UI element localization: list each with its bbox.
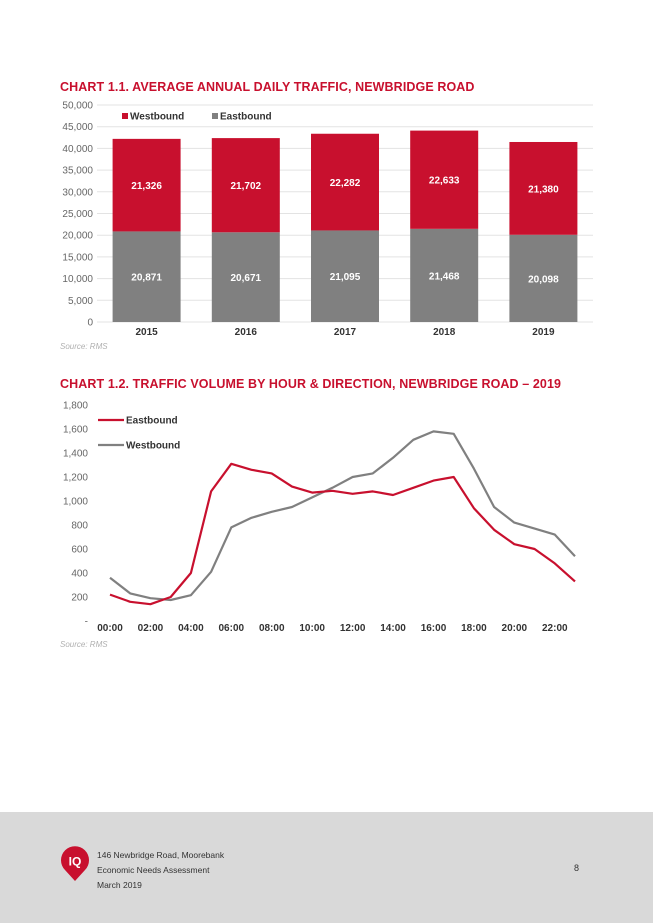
y-tick-label: 30,000: [62, 187, 93, 198]
data-label-westbound-2018: 22,633: [429, 176, 460, 187]
legend-label-eastbound: Eastbound: [220, 112, 272, 123]
x-tick-label: 08:00: [259, 623, 285, 634]
series-line-eastbound: [109, 462, 576, 606]
y-tick-label: 15,000: [62, 252, 93, 263]
chart1-title: CHART 1.1. AVERAGE ANNUAL DAILY TRAFFIC,…: [60, 80, 475, 94]
footer-date: March 2019: [97, 880, 142, 890]
x-tick-label: 12:00: [340, 623, 366, 634]
line-chart: - 200 400 600 800 1,000 1,200 1,400 1,600 1,800 00…: [63, 401, 576, 634]
x-tick-label: 2017: [334, 327, 357, 338]
y-tick-label: -: [85, 617, 88, 628]
bar-eastbound-2019: [509, 234, 578, 322]
x-tick-label: 02:00: [138, 623, 164, 634]
footer-info: 146 Newbridge Road, Moorebank Economic N…: [97, 848, 224, 893]
x-tick-label: 18:00: [461, 623, 487, 634]
bar-eastbound-2015: [112, 231, 181, 322]
chart2-title: CHART 1.2. TRAFFIC VOLUME BY HOUR & DIRE…: [60, 377, 562, 391]
data-label-eastbound-2019: 20,098: [528, 274, 559, 285]
data-label-eastbound-2016: 20,671: [231, 273, 262, 284]
x-tick-label: 16:00: [421, 623, 447, 634]
data-label-eastbound-2015: 20,871: [131, 273, 162, 284]
data-label-westbound-2016: 21,702: [231, 181, 262, 192]
page-number: 8: [574, 863, 580, 873]
y-tick-label: 0: [87, 318, 93, 329]
y-tick-label: 45,000: [62, 122, 93, 133]
x-tick-label: 00:00: [97, 623, 123, 634]
y-tick-label: 200: [71, 593, 88, 604]
y-tick-label: 20,000: [62, 231, 93, 242]
data-label-westbound-2019: 21,380: [528, 184, 559, 195]
x-tick-label: 14:00: [380, 623, 406, 634]
y-tick-label: 1,200: [63, 473, 88, 484]
bar-eastbound-2016: [211, 232, 280, 322]
data-label-westbound-2015: 21,326: [131, 181, 162, 192]
y-tick-label: 25,000: [62, 209, 93, 220]
x-tick-label: 20:00: [502, 623, 528, 634]
x-tick-label: 2018: [433, 327, 456, 338]
chart1-source: Source: RMS: [60, 342, 108, 351]
y-tick-label: 800: [71, 521, 88, 532]
iq-logo-icon: IQ: [61, 846, 89, 881]
bar-eastbound-2017: [311, 230, 379, 322]
bar-westbound-2016: [211, 138, 280, 233]
footer-address: 146 Newbridge Road, Moorebank: [97, 850, 225, 860]
x-tick-label: 2015: [135, 327, 158, 338]
x-tick-label: 2016: [235, 327, 258, 338]
y-tick-label: 1,000: [63, 497, 88, 508]
x-tick-label: 04:00: [178, 623, 204, 634]
y-tick-label: 50,000: [62, 101, 93, 112]
footer-document-name: Economic Needs Assessment: [97, 865, 210, 875]
legend-label-eastbound: Eastbound: [126, 416, 178, 427]
page-footer: [0, 812, 653, 923]
data-label-eastbound-2017: 21,095: [330, 272, 361, 283]
y-tick-label: 40,000: [62, 144, 93, 155]
legend-label-westbound: Westbound: [126, 441, 180, 452]
legend-label-westbound: Westbound: [130, 112, 184, 123]
y-tick-label: 5,000: [68, 296, 93, 307]
x-tick-label: 06:00: [219, 623, 245, 634]
bar-westbound-2019: [509, 141, 578, 235]
data-label-eastbound-2018: 21,468: [429, 271, 460, 282]
x-tick-label: 10:00: [299, 623, 325, 634]
series-line-westbound: [109, 430, 576, 602]
bar-westbound-2017: [311, 133, 379, 231]
y-tick-label: 400: [71, 569, 88, 580]
y-tick-label: 600: [71, 545, 88, 556]
bar-eastbound-2018: [410, 228, 479, 322]
stacked-bar-chart: 0 5,000 10,000 15,000 20,000 25,000 30,000 35,0…: [62, 101, 593, 338]
logo-text: IQ: [69, 855, 82, 869]
y-tick-label: 1,800: [63, 401, 88, 412]
y-tick-label: 1,400: [63, 449, 88, 460]
bar-westbound-2018: [410, 130, 479, 229]
x-tick-label: 2019: [532, 327, 555, 338]
x-tick-label: 22:00: [542, 623, 568, 634]
chart2-source: Source: RMS: [60, 640, 108, 649]
y-tick-label: 1,600: [63, 425, 88, 436]
legend-swatch-westbound: [122, 113, 128, 119]
y-tick-label: 35,000: [62, 166, 93, 177]
legend-swatch-eastbound: [212, 113, 218, 119]
bar-westbound-2015: [112, 138, 181, 232]
y-tick-label: 10,000: [62, 274, 93, 285]
data-label-westbound-2017: 22,282: [330, 178, 361, 189]
